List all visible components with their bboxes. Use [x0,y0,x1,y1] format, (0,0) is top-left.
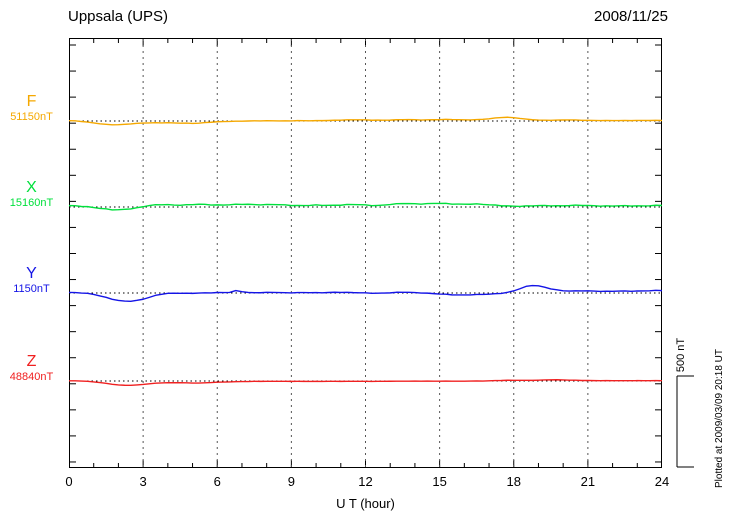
x-tick-label: 3 [139,474,147,489]
x-tick-label: 6 [213,474,221,489]
component-name: Y [26,265,37,282]
x-tick-label: 15 [432,474,447,489]
x-tick-label: 0 [65,474,73,489]
component-label-x: X 15160nT [0,179,63,209]
plotted-at-label: Plotted at 2009/03/09 20:18 UT [714,349,725,488]
component-name: Z [26,353,37,370]
x-tick-label: 24 [654,474,670,489]
component-label-y: Y 1150nT [0,265,63,295]
scale-bar: 500 nT [675,338,698,470]
component-label-f: F 51150nT [0,93,63,123]
x-tick-label: 9 [287,474,295,489]
component-name: F [26,93,37,110]
component-label-z: Z 48840nT [0,353,63,383]
plot-area [69,38,662,468]
component-baseline-value: 51150nT [10,110,53,123]
scale-bar-bracket [676,375,694,468]
x-tick-label: 12 [358,474,373,489]
date-label: 2008/11/25 [594,8,668,25]
component-baseline-value: 15160nT [9,196,54,209]
component-baseline-value: 1150nT [13,282,50,295]
component-baseline-value: 48840nT [9,370,54,383]
x-tick-label: 21 [580,474,596,489]
x-tick-label: 18 [506,474,521,489]
x-axis-title: U T (hour) [336,496,395,511]
magnetogram-svg [69,38,662,468]
component-name: X [26,179,37,196]
scale-bar-label: 500 nT [675,337,687,373]
page-title: Uppsala (UPS) [68,8,169,25]
